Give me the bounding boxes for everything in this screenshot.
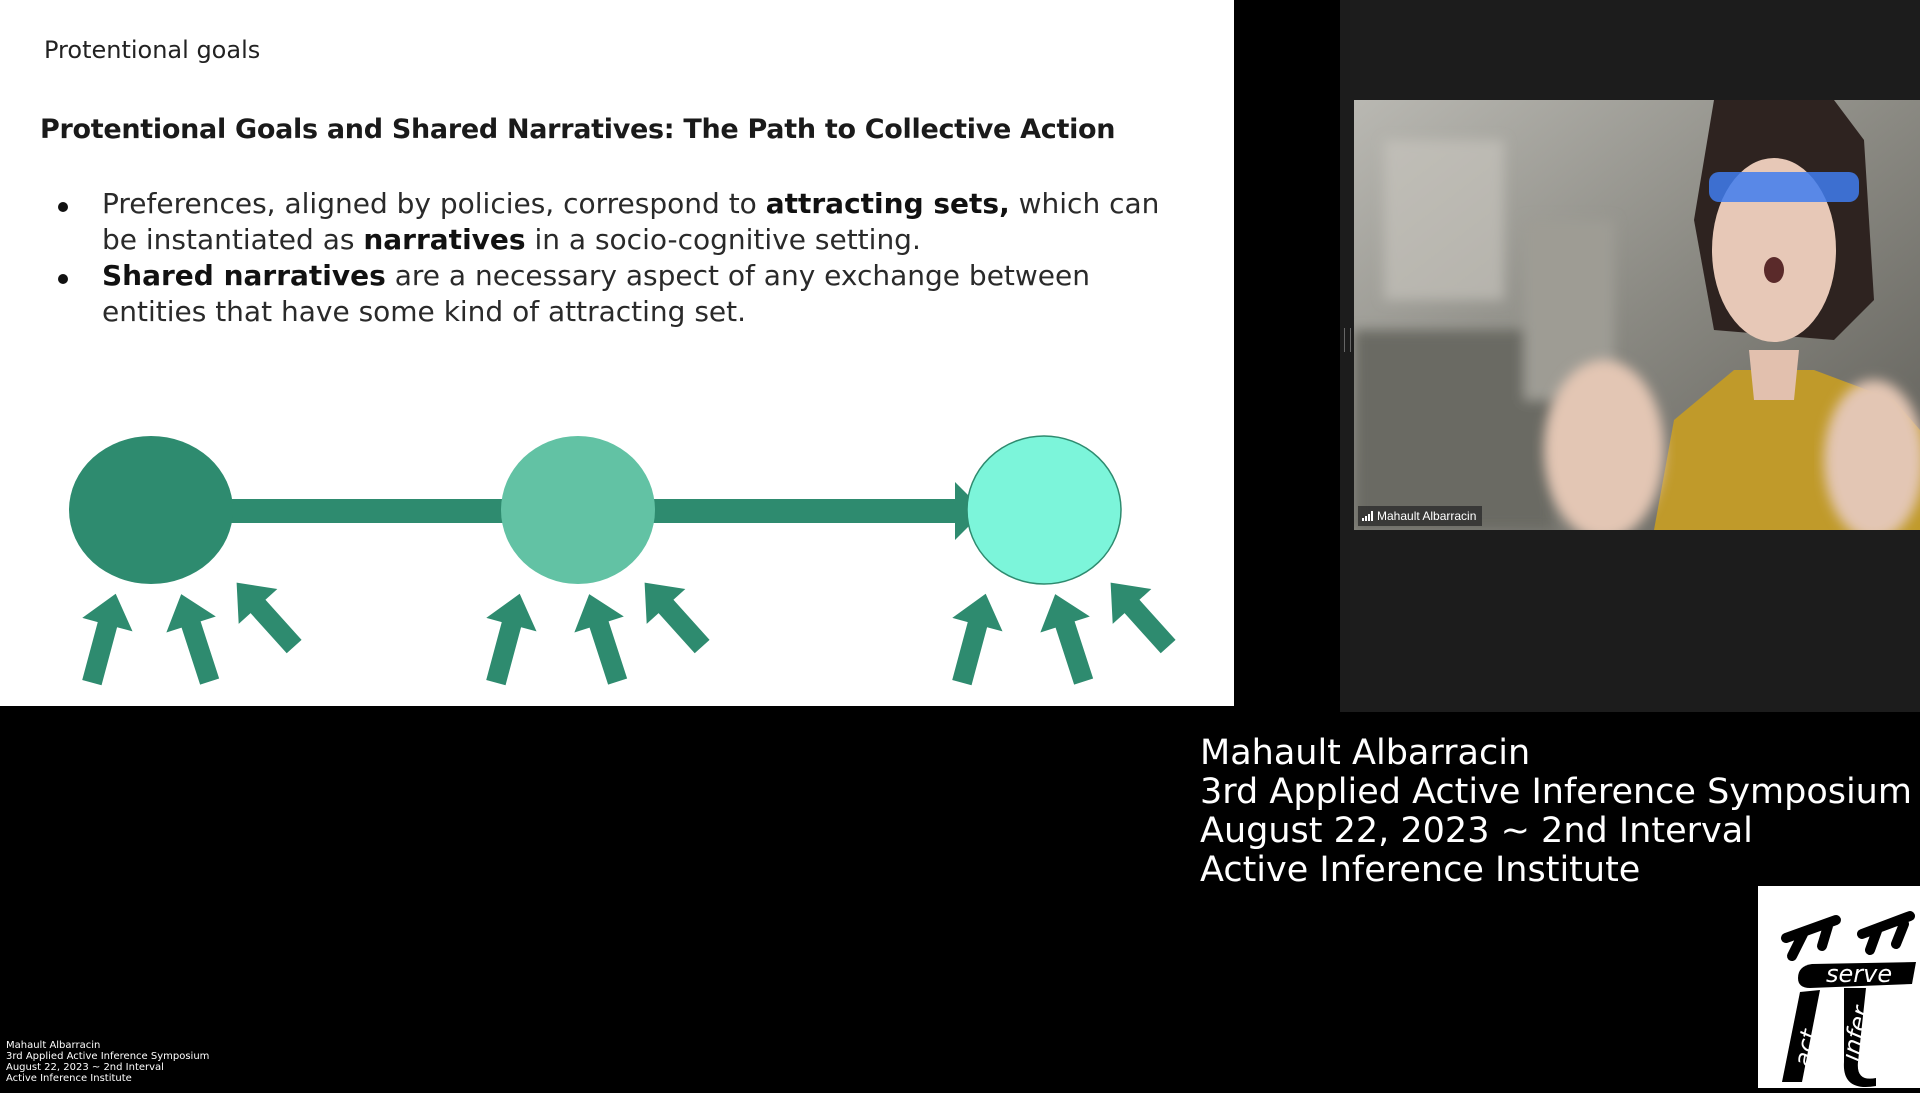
institute-logo: serve act infer (1758, 886, 1920, 1088)
input-arrows-group (486, 582, 710, 686)
panel-resize-handle[interactable] (1344, 328, 1351, 352)
mini-credit-date: August 22, 2023 ~ 2nd Interval (6, 1062, 164, 1073)
node-circle (501, 436, 655, 584)
signal-bars-icon (1362, 511, 1373, 521)
mini-credit-event: 3rd Applied Active Inference Symposium (6, 1051, 210, 1062)
panel-divider (1234, 0, 1340, 706)
lower-third-credits: Mahault Albarracin 3rd Applied Active In… (1200, 734, 1912, 890)
speaker-video-feed (1354, 100, 1920, 530)
mini-credit-speaker: Mahault Albarracin (6, 1040, 101, 1051)
slide-heading: Protentional Goals and Shared Narratives… (40, 114, 1116, 145)
bullet-item: Preferences, aligned by policies, corres… (50, 186, 1160, 258)
input-arrows-group (952, 582, 1176, 686)
pi-logo-icon: serve act infer (1781, 911, 1916, 1087)
credit-event: 3rd Applied Active Inference Symposium (1200, 772, 1912, 812)
connector-arrow (652, 482, 984, 540)
slide-bullet-list: Preferences, aligned by policies, corres… (50, 186, 1160, 330)
attracting-sets-diagram (69, 435, 1176, 686)
logo-word-infer: infer (1836, 1002, 1875, 1064)
mini-credit-org: Active Inference Institute (6, 1073, 132, 1084)
video-panel: Mahault Albarracin (1340, 0, 1920, 712)
slide-section-label: Protentional goals (44, 36, 261, 64)
presentation-slide: Protentional goals Protentional Goals an… (0, 0, 1234, 706)
input-arrows-group (82, 582, 302, 686)
credit-speaker: Mahault Albarracin (1200, 733, 1531, 773)
credit-org: Active Inference Institute (1200, 850, 1641, 890)
participant-name-tag: Mahault Albarracin (1358, 506, 1483, 526)
participant-video-tile[interactable]: Mahault Albarracin (1354, 100, 1920, 530)
node-circle (966, 435, 1122, 585)
participant-name: Mahault Albarracin (1377, 509, 1477, 523)
bullet-item: Shared narratives are a necessary aspect… (50, 258, 1160, 330)
logo-word-serve: serve (1826, 960, 1892, 988)
corner-credits: Mahault Albarracin 3rd Applied Active In… (6, 1040, 209, 1084)
node-circle (69, 436, 233, 584)
credit-date: August 22, 2023 ~ 2nd Interval (1200, 811, 1753, 851)
